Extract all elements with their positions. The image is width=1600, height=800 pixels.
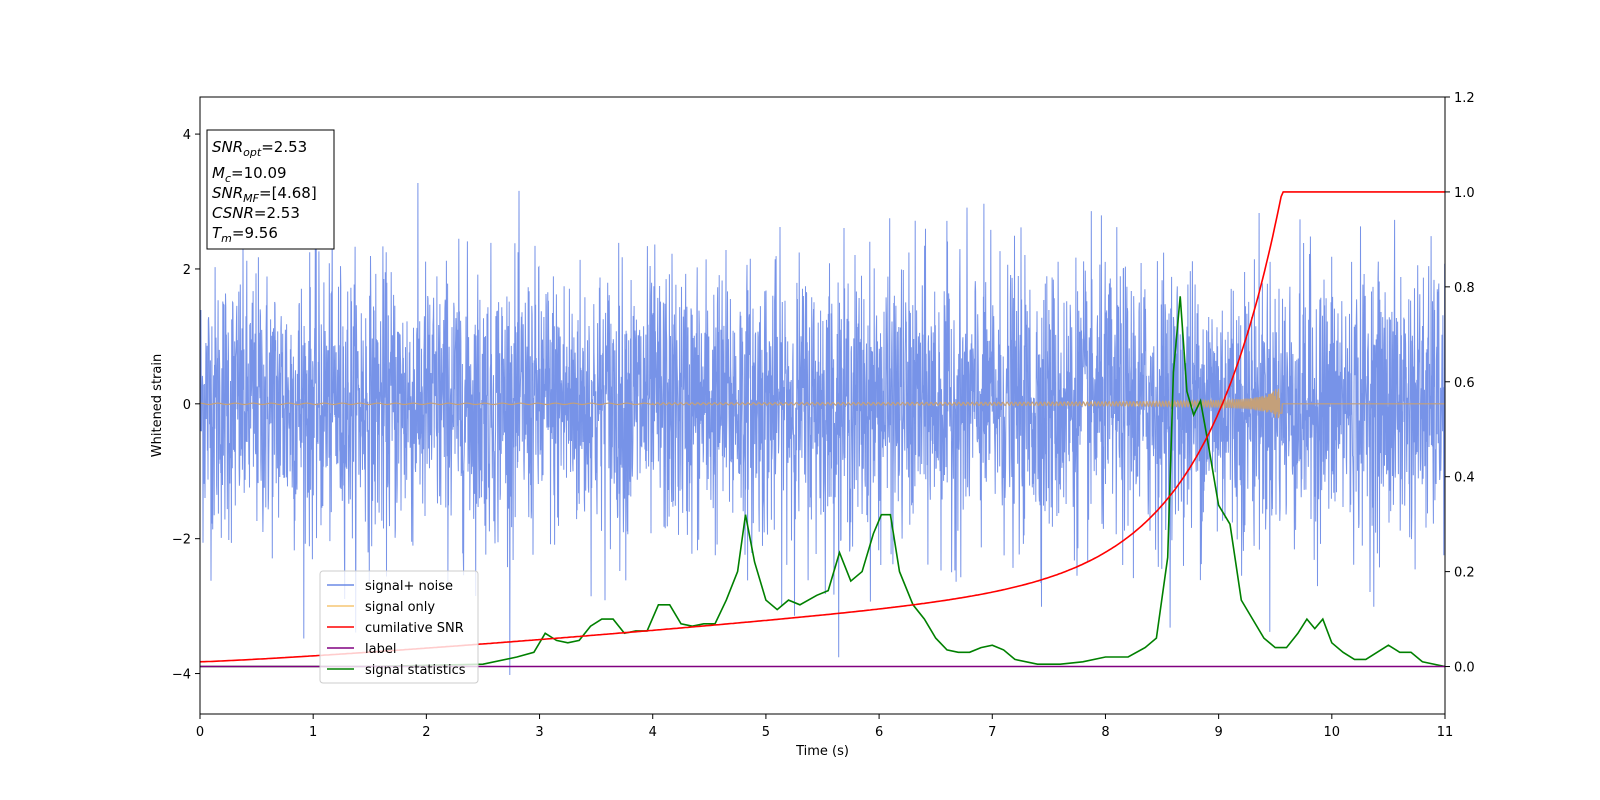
info-box-frame	[206, 129, 335, 250]
info-mc-value: =10.09	[231, 164, 287, 182]
x-tick-label: 11	[1437, 725, 1454, 740]
info-mc: Mc=10.09	[212, 164, 287, 185]
info-snr-mf-sub: MF	[243, 192, 259, 205]
y2-tick-label: 0.2	[1454, 566, 1475, 581]
x-tick-label: 2	[422, 725, 430, 740]
legend-label-signal-noise: signal+ noise	[365, 579, 453, 594]
x-tick-label: 8	[1101, 725, 1109, 740]
y-axis-label: Whitened strain	[150, 354, 165, 457]
noise-series	[199, 182, 1446, 676]
info-snr-opt: SNRopt=2.53	[212, 138, 307, 159]
x-tick-label: 9	[1214, 725, 1222, 740]
x-tick-label: 1	[309, 725, 317, 740]
y-axis-ticks: −4 −2 0 2 4	[172, 128, 200, 683]
info-csnr-base: CSNR	[212, 204, 254, 222]
info-mc-base: M	[212, 164, 225, 182]
legend-frame	[319, 570, 479, 684]
y2-axis-ticks: 0.0 0.2 0.4 0.6 0.8 1.0 1.2	[1445, 91, 1475, 676]
info-tm: Tm=9.56	[212, 224, 278, 245]
y-tick-label: −4	[172, 668, 191, 683]
x-tick-label: 6	[875, 725, 883, 740]
info-snr-mf-value: =[4.68]	[259, 184, 317, 202]
legend: signal+ noise signal only cumilative SNR…	[319, 570, 479, 684]
info-tm-value: =9.56	[232, 224, 278, 242]
legend-label-signal-statistics: signal statistics	[365, 663, 466, 678]
y2-tick-label: 0.6	[1454, 376, 1475, 391]
y2-tick-label: 0.0	[1454, 661, 1475, 676]
noise-trace	[199, 182, 1446, 676]
info-csnr-value: =2.53	[254, 204, 300, 222]
y2-tick-label: 1.2	[1454, 91, 1475, 106]
x-axis-label: Time (s)	[795, 744, 849, 759]
y-tick-label: 0	[183, 398, 191, 413]
x-tick-label: 7	[988, 725, 996, 740]
info-snr-mf: SNRMF=[4.68]	[212, 184, 317, 205]
x-tick-label: 0	[196, 725, 204, 740]
y-tick-label: 2	[183, 263, 191, 278]
info-mc-sub: c	[225, 172, 231, 185]
y2-tick-label: 0.8	[1454, 281, 1475, 296]
y2-tick-label: 0.4	[1454, 471, 1475, 486]
info-tm-base: T	[212, 224, 223, 242]
y-tick-label: −2	[172, 533, 191, 548]
info-snr-opt-base: SNR	[212, 138, 243, 156]
x-tick-label: 4	[649, 725, 657, 740]
legend-label-label: label	[365, 642, 396, 657]
x-tick-label: 5	[762, 725, 770, 740]
x-tick-label: 3	[535, 725, 543, 740]
x-axis-ticks: 0 1 2 3 4 5 6 7 8 9 10 11	[196, 714, 1453, 740]
signal-only-series	[200, 388, 1445, 419]
x-tick-label: 10	[1324, 725, 1341, 740]
info-snr-opt-sub: opt	[243, 146, 262, 159]
signal-trace	[200, 388, 1445, 419]
info-csnr: CSNR=2.53	[212, 204, 300, 222]
plot-frame	[199, 96, 1446, 715]
info-box: SNRopt=2.53 Mc=10.09 SNRMF=[4.68] CSNR=2…	[206, 129, 335, 250]
y-tick-label: 4	[183, 128, 191, 143]
info-tm-sub: m	[221, 232, 232, 245]
y2-tick-label: 1.0	[1454, 186, 1475, 201]
info-snr-mf-base: SNR	[212, 184, 243, 202]
info-snr-opt-value: =2.53	[261, 138, 307, 156]
legend-label-cumulative-snr: cumilative SNR	[365, 621, 464, 636]
legend-label-signal-only: signal only	[365, 600, 435, 615]
